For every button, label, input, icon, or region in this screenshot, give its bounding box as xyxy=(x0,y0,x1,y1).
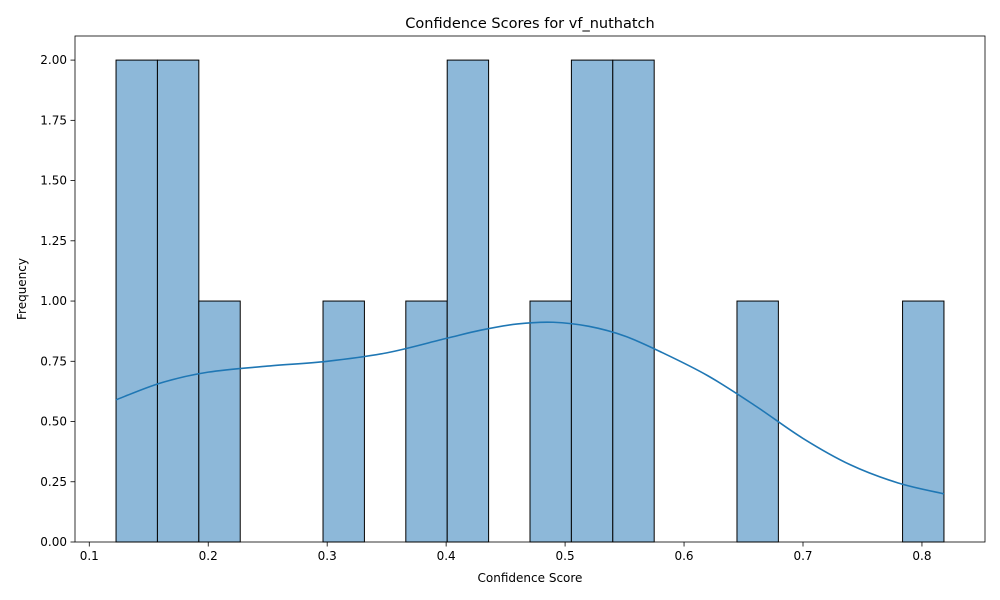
histogram-bar xyxy=(529,300,572,543)
y-tick-label: 1.75 xyxy=(40,113,67,127)
y-tick-label: 0.75 xyxy=(40,354,67,368)
chart-title: Confidence Scores for vf_nuthatch xyxy=(405,16,654,32)
y-tick-label: 0.50 xyxy=(40,415,67,429)
histogram-bar xyxy=(446,59,490,543)
histogram-bar xyxy=(322,300,365,543)
x-tick-label: 0.3 xyxy=(318,549,337,563)
histogram-bar xyxy=(612,59,655,543)
x-tick-label: 0.8 xyxy=(912,549,931,563)
histogram-bar xyxy=(902,300,945,543)
x-tick-label: 0.1 xyxy=(80,549,99,563)
y-tick-label: 1.00 xyxy=(40,294,67,308)
x-tick-label: 0.5 xyxy=(556,549,575,563)
histogram-bars xyxy=(115,59,945,543)
y-tick-label: 1.50 xyxy=(40,174,67,188)
histogram-bar xyxy=(156,59,200,543)
y-tick-label: 0.25 xyxy=(40,475,67,489)
y-tick-label: 0.00 xyxy=(40,535,67,549)
x-tick-label: 0.2 xyxy=(199,549,218,563)
y-axis-label: Frequency xyxy=(15,258,29,320)
x-tick-label: 0.7 xyxy=(793,549,812,563)
histogram-bar xyxy=(570,59,614,543)
histogram-bar xyxy=(736,300,779,543)
histogram-bar xyxy=(405,300,448,543)
x-axis-label: Confidence Score xyxy=(478,571,583,585)
x-axis-ticks: 0.1 0.2 0.3 0.4 0.5 0.6 0.7 0.8 xyxy=(80,542,932,563)
histogram-bar xyxy=(198,300,241,543)
y-tick-label: 1.25 xyxy=(40,234,67,248)
y-axis-ticks: 0.00 0.25 0.50 0.75 1.00 1.25 1.50 1.75 2.00 xyxy=(40,53,75,549)
kde-curve xyxy=(115,321,945,495)
plot-frame xyxy=(74,35,986,543)
histogram-bar xyxy=(115,59,158,543)
x-tick-label: 0.4 xyxy=(437,549,456,563)
x-tick-label: 0.6 xyxy=(674,549,693,563)
y-tick-label: 2.00 xyxy=(40,53,67,67)
